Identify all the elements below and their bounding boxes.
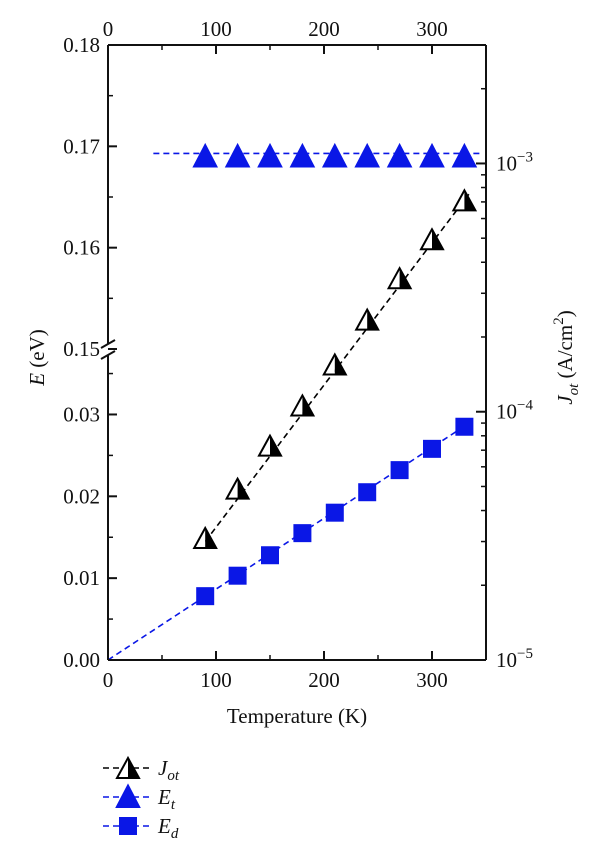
y-left-tick-label: 0.15 [63,337,100,361]
y-left-tick-label: 0.17 [63,134,100,158]
data-point-ed [293,524,312,543]
x-tick-label: 0 [103,668,114,692]
y-right-tick-label: 10−4 [496,398,533,424]
data-point-jot [322,352,348,376]
legend-marker [115,783,141,808]
x-tick-label: 300 [416,668,448,692]
legend-label: Et [157,785,176,813]
y-left-axis-title: E (eV) [25,329,49,387]
data-point-et [224,142,251,168]
data-point-et [257,142,283,168]
legend-item: Ed [103,814,179,842]
fit-line-jot [204,192,471,543]
axis-break-mark [100,339,116,349]
data-point-ed [358,483,377,502]
x-tick-label: 100 [200,668,232,692]
legend-label: Ed [157,814,179,842]
x-axis-title: Temperature (K) [227,704,367,728]
x-top-tick-label: 300 [416,17,448,41]
y-left-tick-label: 0.03 [63,402,100,426]
data-point-ed [196,587,215,606]
x-tick-label: 200 [308,668,340,692]
data-point-et [321,142,348,168]
y-left-tick-label: 0.02 [63,484,100,508]
legend-marker [115,755,141,779]
x-top-tick-label: 0 [103,17,114,41]
data-point-jot [354,307,380,331]
y-right-tick-label: 10−5 [496,646,533,672]
y-right-tick-label: 10−3 [496,149,533,175]
data-point-jot [419,227,445,251]
data-point-jot [386,266,413,290]
data-point-et [386,142,413,168]
y-left-tick-label: 0.01 [63,566,100,590]
legend-marker [119,817,137,835]
x-top-tick-label: 100 [200,17,232,41]
plot-frame [100,44,487,661]
data-point-jot [257,433,283,457]
data-point-ed [455,417,474,436]
data-point-ed [228,566,247,585]
data-point-jot [289,393,316,417]
y-right-axis-title: Jot (A/cm2) [551,310,582,404]
data-point-et [451,142,478,168]
data-point-et [192,142,219,168]
legend-item: Jot [103,755,180,784]
y-left-tick-label: 0.00 [63,648,100,672]
fit-line-ed [107,421,471,661]
y-left-tick-label: 0.18 [63,33,100,57]
data-point-ed [423,439,441,458]
legend-label: Jot [158,756,180,784]
data-point-et [354,142,381,168]
data-point-et [419,142,445,168]
legend-item: Et [103,783,176,813]
axis-ticks: 0 0 100 100 200 200 300 300 0.00 0.01 0.02 0.03 0.15… [63,17,533,692]
data-point-ed [390,461,409,480]
y-left-tick-label: 0.16 [63,236,100,260]
axis-break-mark [100,350,116,360]
data-markers [192,142,478,606]
data-point-jot [192,525,218,550]
data-point-ed [325,503,344,522]
data-point-jot [224,476,251,500]
axis-titles: Temperature (K) E (eV) Jot (A/cm2) [25,310,582,728]
data-point-ed [261,546,279,565]
x-top-tick-label: 200 [308,17,340,41]
data-point-jot [451,188,478,212]
data-point-et [289,142,316,168]
